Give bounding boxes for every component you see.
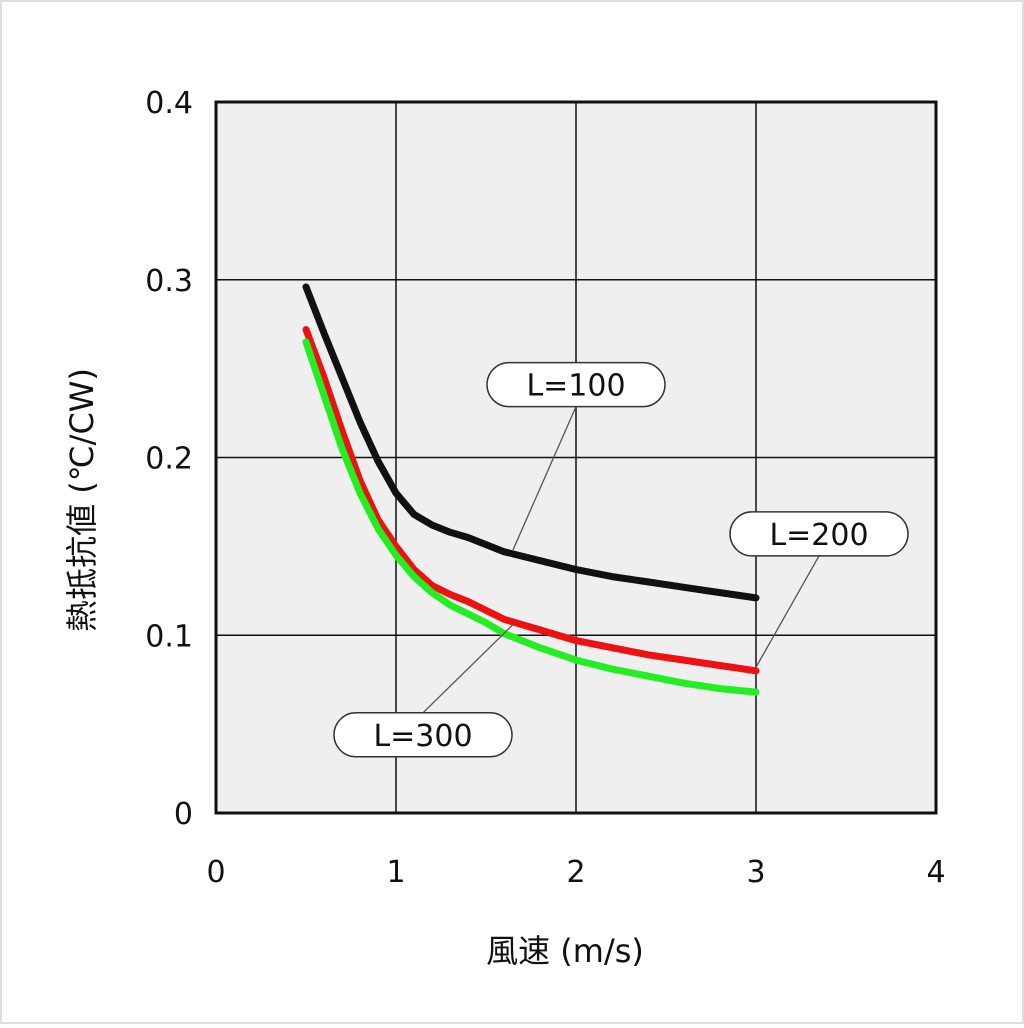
callout-l-100: L=100 <box>486 361 666 551</box>
y-tick-label: 0.2 <box>145 442 193 477</box>
callout-label: L=300 <box>373 719 472 754</box>
y-tick-label: 0 <box>174 797 193 832</box>
y-tick-label: 0.3 <box>145 264 193 299</box>
callout-box <box>486 361 666 408</box>
series-lines <box>302 283 760 696</box>
x-tick-label: 4 <box>926 855 945 890</box>
y-tick-label: 0.4 <box>145 86 193 121</box>
x-tick-label: 2 <box>566 855 585 890</box>
callout-label: L=100 <box>526 369 625 404</box>
plot-frame <box>214 100 938 815</box>
x-tick-label: 0 <box>206 855 225 890</box>
series-line-l-200 <box>302 326 760 675</box>
callout-leader-line <box>512 406 577 551</box>
callout-box <box>333 712 513 758</box>
x-tick-label: 3 <box>746 855 765 890</box>
x-tick-label: 1 <box>386 855 405 890</box>
x-axis-title: 風速 (m/s) <box>486 932 644 970</box>
callout-label: L=200 <box>769 518 868 553</box>
callout-leader-line <box>422 624 514 714</box>
callout-l-200: L=200 <box>729 511 909 668</box>
tick-labels: 0 1 2 3 4 0 0.1 0.2 0.3 0.4 <box>145 86 945 890</box>
callouts: L=100 L=200 L=300 <box>333 361 909 758</box>
callout-box <box>729 511 909 557</box>
series-line-l-100 <box>302 283 760 602</box>
y-axis-title: 熱抵抗値 (℃/CW) <box>63 368 101 632</box>
callout-leader-line <box>755 555 820 668</box>
series-line-l-300 <box>302 338 760 696</box>
y-tick-label: 0.1 <box>145 619 193 654</box>
callout-l-300: L=300 <box>333 624 514 758</box>
